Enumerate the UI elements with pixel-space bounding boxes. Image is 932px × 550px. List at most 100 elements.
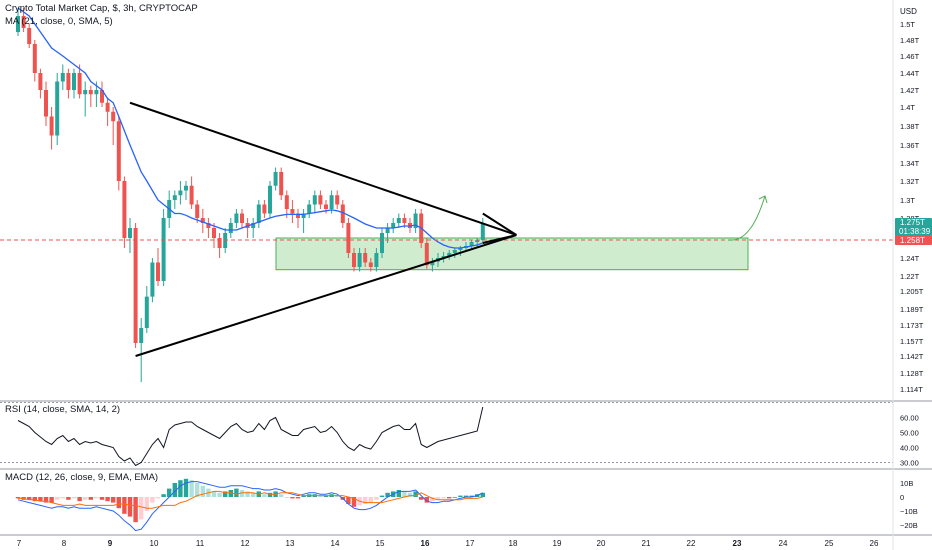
candle-body <box>49 116 54 136</box>
macd-histogram-bar <box>402 491 407 497</box>
macd-axis-tick-label: −10B <box>900 507 918 516</box>
price-axis-tick-label: 1.34T <box>900 159 920 168</box>
macd-histogram-bar <box>385 492 390 497</box>
price-axis-tick-label: 1.42T <box>900 86 920 95</box>
macd-histogram-bar <box>144 497 149 511</box>
candle-body <box>413 213 418 228</box>
price-axis-tick-label: 1.205T <box>900 287 924 296</box>
macd-signal-line <box>18 490 483 509</box>
macd-indicator-label: MACD (12, 26, close, 9, EMA, EMA) <box>5 472 159 483</box>
macd-histogram-bar <box>55 497 60 500</box>
time-axis-tick-label: 21 <box>642 539 651 548</box>
macd-axis: 10B 0 −10B −20B <box>900 479 918 530</box>
candle-body <box>72 73 76 90</box>
projection-arrow-head <box>758 195 768 204</box>
macd-histogram-bar <box>239 490 245 497</box>
time-axis-tick-label: 18 <box>509 539 518 548</box>
time-axis-tick-label: 22 <box>687 539 696 548</box>
macd-histogram-bar <box>435 497 441 500</box>
candle-body <box>318 195 323 205</box>
candle-body <box>240 213 244 223</box>
macd-histogram-bar <box>116 497 121 509</box>
countdown-tag-text: 01:38:39 <box>899 227 931 236</box>
macd-histogram <box>15 478 485 523</box>
macd-histogram-bar <box>407 492 413 497</box>
macd-histogram-bar <box>189 480 194 497</box>
macd-histogram-bar <box>172 483 177 497</box>
macd-histogram-bar <box>251 492 256 497</box>
macd-histogram-bar <box>463 495 469 497</box>
macd-histogram-bar <box>139 497 144 520</box>
triangle-upper-apex-line <box>482 212 517 236</box>
macd-histogram-bar <box>396 490 401 497</box>
candle-body <box>133 228 138 343</box>
macd-histogram-bar <box>262 494 267 497</box>
time-axis-tick-label: 23 <box>733 539 742 548</box>
time-axis-tick-label: 26 <box>870 539 879 548</box>
candle-body <box>172 195 177 200</box>
macd-histogram-bar <box>351 497 357 507</box>
macd-histogram-bar <box>267 492 273 497</box>
time-axis-tick-label: 12 <box>241 539 250 548</box>
macd-histogram-bar <box>27 497 32 500</box>
main-pane <box>0 7 893 383</box>
macd-histogram-bar <box>234 488 239 497</box>
time-axis-tick-label: 25 <box>825 539 834 548</box>
macd-histogram-bar <box>127 497 133 517</box>
candle-body <box>262 204 267 214</box>
candle-body <box>122 181 127 238</box>
time-axis-tick-label: 24 <box>779 539 788 548</box>
candle-body <box>77 73 82 95</box>
macd-histogram-bar <box>200 485 205 497</box>
macd-histogram-bar <box>441 497 446 499</box>
candle-body <box>144 296 149 328</box>
macd-histogram-bar <box>150 497 155 503</box>
time-axis-tick-label: 13 <box>286 539 295 548</box>
candle-body <box>391 223 396 228</box>
macd-histogram-bar <box>458 495 463 497</box>
macd-axis-tick-label: 0 <box>900 493 904 502</box>
candle-body <box>116 121 121 181</box>
candle-body <box>105 102 110 112</box>
macd-histogram-bar <box>83 497 88 500</box>
candle-body <box>430 261 435 266</box>
macd-histogram-bar <box>195 483 200 497</box>
macd-axis-tick-label: 10B <box>900 479 913 488</box>
price-axis-tick-label: 1.38T <box>900 122 920 131</box>
macd-histogram-bar <box>99 497 105 500</box>
candle-body <box>368 262 373 267</box>
time-axis-tick-label: 14 <box>331 539 340 548</box>
time-axis-tick-label: 19 <box>553 539 562 548</box>
macd-histogram-bar <box>279 494 284 497</box>
candle-body <box>32 44 37 73</box>
macd-histogram-bar <box>346 497 351 504</box>
candle-body <box>150 262 155 297</box>
candle-body <box>16 16 20 32</box>
candle-body <box>128 228 132 238</box>
macd-histogram-bar <box>368 497 373 503</box>
price-axis-tick-label: 1.48T <box>900 36 920 45</box>
candle-body <box>458 248 463 250</box>
rsi-axis: 60.00 50.00 40.00 30.00 <box>900 414 919 468</box>
currency-label: USD <box>900 7 917 16</box>
price-axis-tick-label: 1.44T <box>900 69 920 78</box>
time-axis-tick-label: 7 <box>17 539 22 548</box>
candle-body <box>296 213 300 218</box>
price-axis: 1.5T 1.48T 1.46T 1.44T 1.42T 1.4T 1.38T 1.36T 1.… <box>900 20 924 394</box>
candle-body <box>380 233 384 253</box>
rsi-axis-tick-label: 50.00 <box>900 429 919 438</box>
price-axis-tick-label: 1.5T <box>900 20 915 29</box>
price-axis-tick-label: 1.46T <box>900 52 920 61</box>
candle-body <box>396 218 401 223</box>
macd-histogram-bar <box>323 495 329 497</box>
candle-body <box>66 73 71 90</box>
candle-body <box>156 262 160 281</box>
macd-histogram-bar <box>363 497 368 504</box>
price-axis-tick-label: 1.142T <box>900 352 924 361</box>
macd-histogram-bar <box>480 492 485 497</box>
candle-body <box>469 242 474 246</box>
macd-histogram-bar <box>447 497 452 499</box>
candle-body <box>346 223 351 253</box>
candle-body <box>27 28 32 44</box>
candle-body <box>44 90 48 117</box>
